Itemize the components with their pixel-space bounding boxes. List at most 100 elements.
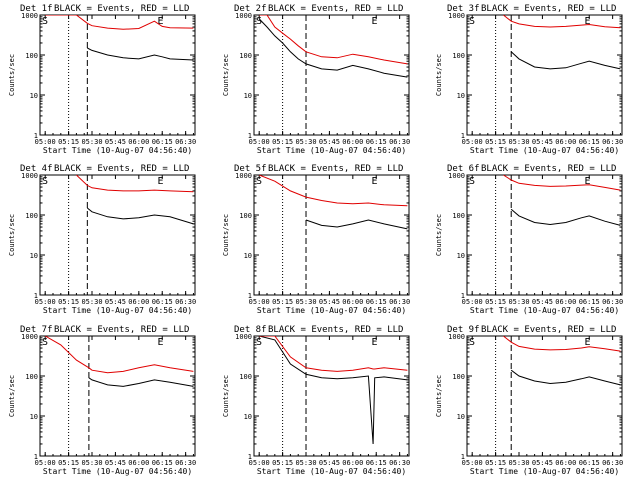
panel-title-suffix: BLACK = Events, RED = LLD: [268, 325, 403, 335]
series-line-events: [305, 219, 408, 230]
x-tick-label: 05:30: [508, 459, 529, 467]
panel-title: Det 3f: [447, 4, 480, 14]
x-tick-label: 05:45: [105, 298, 126, 306]
end-marker: E: [585, 176, 591, 187]
panel-title-suffix: BLACK = Events, RED = LLD: [54, 325, 189, 335]
x-tick-label: 05:45: [319, 298, 340, 306]
start-marker: S: [469, 337, 475, 348]
panel-det-6: Det 6f BLACK = Events, RED = LLD 05:00 05:1…: [435, 164, 623, 315]
x-axis-label: Start Time (10-Aug-07 04:56:40): [470, 146, 619, 155]
y-tick-label: 1000: [235, 12, 252, 20]
x-tick-label: 05:30: [295, 138, 316, 146]
plot-frame: [466, 335, 623, 457]
x-tick-label: 06:15: [152, 138, 173, 146]
panel-det-8: Det 8f BLACK = Events, RED = LLD 05:00 05:1…: [222, 325, 410, 476]
y-tick-label: 100: [239, 52, 252, 60]
x-axis-label: Start Time (10-Aug-07 04:56:40): [257, 306, 406, 315]
x-axis-label: Start Time (10-Aug-07 04:56:40): [43, 467, 192, 476]
x-tick-label: 05:00: [462, 298, 483, 306]
x-axis-label: Start Time (10-Aug-07 04:56:40): [43, 306, 192, 315]
panel-title: Det 5f: [234, 164, 267, 174]
panel-det-7: Det 7f BLACK = Events, RED = LLD 05:00 05:1…: [8, 325, 196, 476]
y-axis-label: Counts/sec: [8, 214, 16, 256]
panel-title-suffix: BLACK = Events, RED = LLD: [268, 164, 403, 174]
x-tick-label: 05:15: [58, 298, 79, 306]
x-tick-label: 05:15: [485, 298, 506, 306]
plot-frame: [39, 335, 196, 457]
x-tick-label: 05:45: [319, 459, 340, 467]
series-line-lld: [259, 15, 408, 65]
x-tick-label: 05:00: [462, 138, 483, 146]
y-tick-label: 10: [244, 92, 252, 100]
y-axis-label: Counts/sec: [8, 54, 16, 96]
series-line-events: [88, 377, 194, 387]
plot-frame: [39, 174, 196, 296]
y-tick-label: 1: [461, 292, 465, 300]
x-tick-label: 06:00: [342, 298, 363, 306]
series-line-lld: [503, 336, 621, 352]
plot-frame: [253, 14, 410, 136]
plot-frame: [253, 335, 410, 457]
x-tick-label: 06:30: [175, 298, 196, 306]
series-line-lld: [503, 175, 621, 191]
y-tick-label: 1000: [448, 172, 465, 180]
start-marker: S: [42, 16, 48, 27]
end-marker: E: [372, 337, 378, 348]
x-axis-label: Start Time (10-Aug-07 04:56:40): [257, 146, 406, 155]
x-tick-label: 06:15: [152, 459, 173, 467]
y-axis-label: Counts/sec: [8, 375, 16, 417]
x-tick-label: 06:30: [602, 459, 623, 467]
x-tick-label: 05:45: [532, 459, 553, 467]
x-tick-label: 05:30: [508, 138, 529, 146]
x-axis-label: Start Time (10-Aug-07 04:56:40): [470, 467, 619, 476]
series-line-events: [87, 47, 194, 61]
y-tick-label: 1: [461, 132, 465, 140]
panel-title: Det 4f: [20, 164, 53, 174]
panel-title-suffix: BLACK = Events, RED = LLD: [268, 4, 403, 14]
x-tick-label: 05:30: [295, 459, 316, 467]
series-line-lld: [259, 175, 408, 207]
x-tick-label: 06:15: [579, 459, 600, 467]
x-tick-label: 06:00: [128, 138, 149, 146]
start-marker: S: [42, 176, 48, 187]
x-tick-label: 06:30: [602, 298, 623, 306]
x-tick-label: 06:00: [128, 298, 149, 306]
y-tick-label: 10: [30, 252, 38, 260]
x-tick-label: 05:45: [105, 138, 126, 146]
x-tick-label: 05:00: [462, 459, 483, 467]
x-tick-label: 05:00: [249, 298, 270, 306]
panel-det-4: Det 4f BLACK = Events, RED = LLD 05:00 05:1…: [8, 164, 196, 315]
x-tick-label: 06:15: [366, 138, 387, 146]
y-tick-label: 10: [30, 413, 38, 421]
x-tick-label: 06:15: [579, 138, 600, 146]
y-tick-label: 100: [25, 373, 38, 381]
x-tick-label: 05:45: [532, 298, 553, 306]
x-tick-label: 06:15: [579, 298, 600, 306]
y-tick-label: 1000: [235, 172, 252, 180]
y-tick-label: 1000: [21, 333, 38, 341]
start-marker: S: [469, 16, 475, 27]
end-marker: E: [585, 337, 591, 348]
end-marker: E: [158, 176, 164, 187]
series-line-events: [259, 336, 408, 445]
start-marker: S: [42, 337, 48, 348]
start-marker: S: [469, 176, 475, 187]
x-tick-label: 06:00: [128, 459, 149, 467]
plot-frame: [466, 174, 623, 296]
x-tick-label: 05:45: [532, 138, 553, 146]
end-marker: E: [158, 337, 164, 348]
panel-det-5: Det 5f BLACK = Events, RED = LLD 05:00 05:1…: [222, 164, 410, 315]
panel-title-suffix: BLACK = Events, RED = LLD: [54, 164, 189, 174]
x-tick-label: 05:45: [319, 138, 340, 146]
panel-title: Det 6f: [447, 164, 480, 174]
y-tick-label: 1: [34, 132, 38, 140]
panel-title: Det 7f: [20, 325, 53, 335]
start-marker: S: [256, 337, 262, 348]
x-tick-label: 05:30: [81, 138, 102, 146]
y-tick-label: 1000: [21, 12, 38, 20]
x-tick-label: 06:30: [389, 459, 410, 467]
y-tick-label: 100: [239, 373, 252, 381]
panel-title: Det 1f: [20, 4, 53, 14]
end-marker: E: [158, 16, 164, 27]
